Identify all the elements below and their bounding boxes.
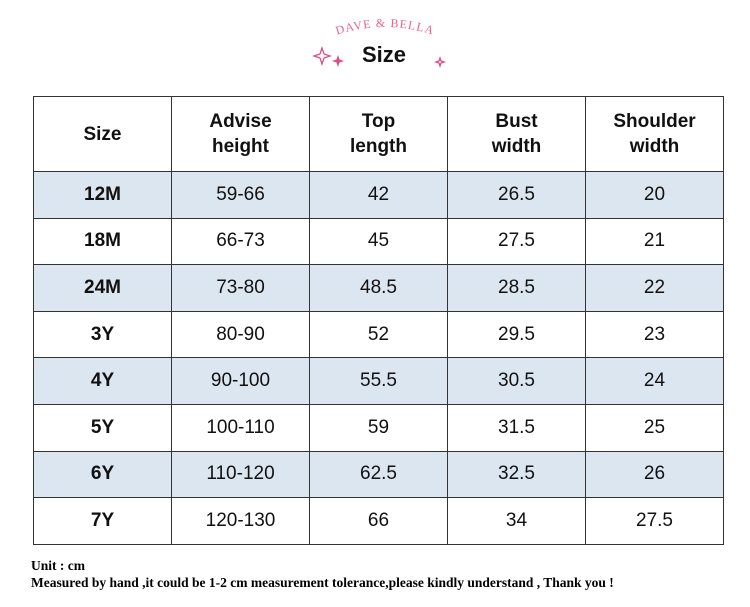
measure-cell: 66	[309, 497, 448, 545]
size-cell: 7Y	[33, 497, 172, 545]
column-header-text: Bust width	[491, 111, 542, 157]
table-row: 24M 73-80 48.5 28.5 22	[33, 264, 724, 312]
size-cell: 24M	[33, 264, 172, 312]
measure-cell: 55.5	[309, 357, 448, 405]
brand-text: DAVE & BELLA	[334, 16, 435, 38]
measure-cell: 110-120	[171, 450, 310, 499]
measure-cell: 59	[309, 403, 448, 452]
table-row: 6Y 110-120 62.5 32.5 26	[33, 450, 724, 499]
measure-cell: 52	[309, 310, 448, 359]
column-header-text: Shoulder width	[613, 111, 696, 157]
measure-cell: 59-66	[171, 171, 310, 219]
size-cell: 18M	[33, 217, 172, 266]
brand: DAVE & BELLA	[334, 16, 436, 38]
unit-note: Unit : cm	[31, 558, 85, 573]
sparkle	[331, 54, 345, 68]
column-header-text: Advise height	[209, 111, 272, 157]
measure-cell: 80-90	[171, 310, 310, 359]
size-cell: 5Y	[33, 403, 172, 452]
size-table: Size Advise height Top length Bust width Sho…	[33, 96, 724, 545]
measure-cell: 27.5	[585, 497, 724, 545]
tolerance-note: Measured by hand ,it could be 1-2 cm mea…	[31, 575, 614, 590]
measure-cell: 62.5	[309, 450, 448, 499]
measure-cell: 48.5	[309, 264, 448, 312]
table-row: 18M 66-73 45 27.5 21	[33, 217, 724, 266]
size-cell: 12M	[33, 171, 172, 219]
measure-cell: 32.5	[447, 450, 586, 499]
sparkles	[311, 45, 447, 69]
header-row: Size Advise height Top length Bust width Sho…	[33, 96, 724, 172]
measure-cell: 30.5	[447, 357, 586, 405]
column-header-text: Size	[83, 123, 122, 145]
sparkle	[433, 55, 447, 69]
header: DAVE & BELLA Size	[311, 16, 447, 69]
column-header-text: Top length	[350, 111, 407, 157]
measure-cell: 27.5	[447, 217, 586, 266]
measure-cell: 20	[585, 171, 724, 219]
size-cell: 4Y	[33, 357, 172, 405]
measure-cell: 34	[447, 497, 586, 545]
measure-cell: 66-73	[171, 217, 310, 266]
table-row: 4Y 90-100 55.5 30.5 24	[33, 357, 724, 405]
measure-cell: 90-100	[171, 357, 310, 405]
column-header: Top length	[309, 96, 448, 172]
measure-cell: 22	[585, 264, 724, 312]
size-cell: 3Y	[33, 310, 172, 359]
measure-cell: 42	[309, 171, 448, 219]
measure-cell: 29.5	[447, 310, 586, 359]
measure-cell: 120-130	[171, 497, 310, 545]
measure-cell: 24	[585, 357, 724, 405]
table-row: 3Y 80-90 52 29.5 23	[33, 310, 724, 359]
measure-cell: 100-110	[171, 403, 310, 452]
measure-cell: 21	[585, 217, 724, 266]
measure-cell: 25	[585, 403, 724, 452]
title: Size	[362, 42, 406, 67]
measure-cell: 45	[309, 217, 448, 266]
column-header: Bust width	[447, 96, 586, 172]
sparkle	[311, 45, 333, 67]
measure-cell: 23	[585, 310, 724, 359]
measure-cell: 26.5	[447, 171, 586, 219]
column-header: Size	[33, 96, 172, 172]
measure-cell: 31.5	[447, 403, 586, 452]
column-header: Advise height	[171, 96, 310, 172]
measure-cell: 28.5	[447, 264, 586, 312]
column-header: Shoulder width	[585, 96, 724, 172]
measure-cell: 73-80	[171, 264, 310, 312]
measure-cell: 26	[585, 450, 724, 499]
table-row: 5Y 100-110 59 31.5 25	[33, 403, 724, 452]
table-row: 7Y 120-130 66 34 27.5	[33, 497, 724, 545]
table-row: 12M 59-66 42 26.5 20	[33, 171, 724, 219]
size-cell: 6Y	[33, 450, 172, 499]
